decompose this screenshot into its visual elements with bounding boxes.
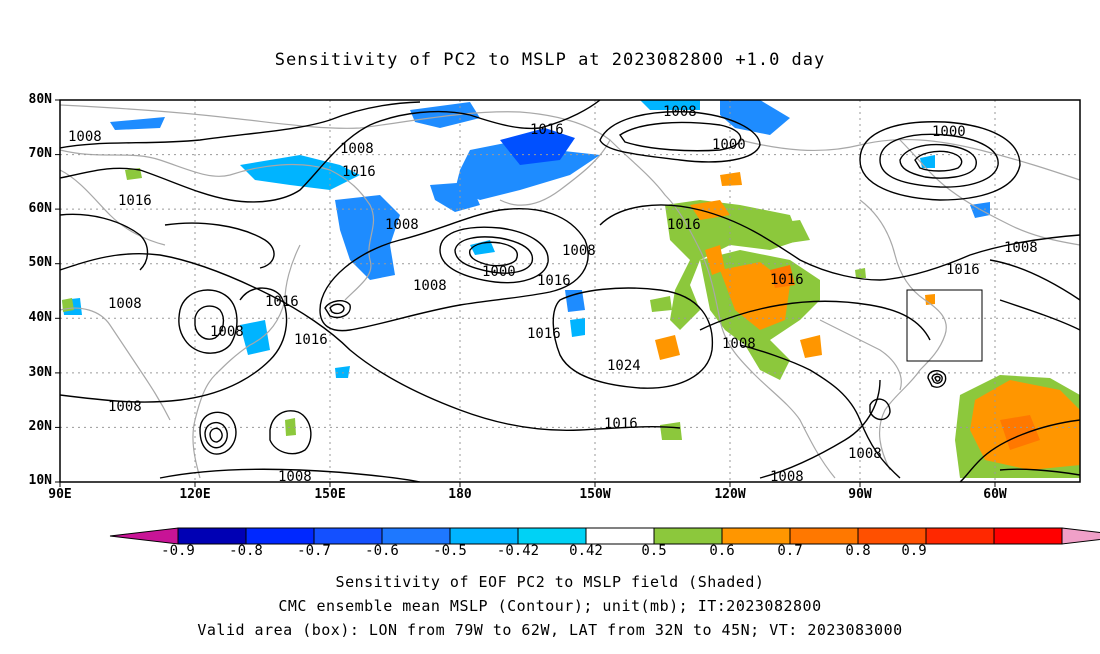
colorbar-segment	[653, 527, 723, 545]
lon-label: 150E	[314, 487, 346, 502]
contour-label: 1008	[770, 469, 804, 485]
colorbar-segment	[993, 527, 1063, 545]
colorbar	[109, 527, 1100, 545]
colorbar-label: -0.5	[433, 543, 467, 559]
lat-label: 70N	[28, 146, 52, 161]
contour-label: 1016	[294, 332, 328, 348]
lon-label: 120E	[179, 487, 211, 502]
colorbar-segment	[585, 527, 655, 545]
contour-label: 1016	[946, 262, 980, 278]
contour-label: 1000	[932, 124, 966, 140]
contour-label: 1008	[722, 336, 756, 352]
contour-label: 1016	[770, 272, 804, 288]
axis-ticks	[55, 99, 996, 487]
colorbar-segment	[177, 527, 247, 545]
colorbar-label: 0.7	[777, 543, 803, 559]
negative-sensitivity-shading	[62, 100, 990, 378]
lon-label: 180	[448, 487, 472, 502]
colorbar-segment	[449, 527, 519, 545]
contour-label: 1000	[482, 264, 516, 280]
contour-label: 1000	[712, 137, 746, 153]
contour-label: 1008	[385, 217, 419, 233]
caption-line-1: Sensitivity of EOF PC2 to MSLP field (Sh…	[335, 573, 765, 591]
lon-label: 150W	[579, 487, 611, 502]
contour-label: 1008	[848, 446, 882, 462]
contour-label: 1008	[210, 324, 244, 340]
contour-label: 1016	[667, 217, 701, 233]
colorbar-label: -0.9	[161, 543, 195, 559]
contour-label: 1016	[265, 294, 299, 310]
colorbar-high-extend	[1061, 527, 1100, 545]
colorbar-segment	[313, 527, 383, 545]
contour-label: 1008	[108, 399, 142, 415]
contour-label: 1008	[278, 469, 312, 485]
colorbar-label: -0.7	[297, 543, 331, 559]
colorbar-label: 0.42	[569, 543, 603, 559]
lat-label: 30N	[28, 365, 52, 380]
contour-label: 1016	[537, 273, 571, 289]
colorbar-segment	[517, 527, 587, 545]
lat-label: 20N	[28, 419, 52, 434]
contour-label: 1008	[663, 104, 697, 120]
lat-label: 50N	[28, 255, 52, 270]
colorbar-low-extend	[109, 527, 179, 545]
contour-label: 1016	[604, 416, 638, 432]
colorbar-segment	[857, 527, 927, 545]
colorbar-segment	[789, 527, 859, 545]
lon-label: 60W	[983, 487, 1007, 502]
colorbar-segment	[925, 527, 995, 545]
valid-area-box	[906, 289, 983, 362]
lat-lon-grid	[60, 100, 1080, 482]
caption-line-2: CMC ensemble mean MSLP (Contour); unit(m…	[278, 597, 822, 615]
lon-label: 90W	[848, 487, 872, 502]
colorbar-label: 0.5	[641, 543, 667, 559]
map-title: Sensitivity of PC2 to MSLP at 2023082800…	[274, 50, 826, 70]
colorbar-label: -0.6	[365, 543, 399, 559]
colorbar-label: 0.6	[709, 543, 735, 559]
colorbar-segment	[721, 527, 791, 545]
colorbar-segment	[381, 527, 451, 545]
lat-label: 40N	[28, 310, 52, 325]
colorbar-segment	[245, 527, 315, 545]
contour-label: 1024	[607, 358, 641, 374]
contour-label: 1016	[342, 164, 376, 180]
lat-label: 10N	[28, 473, 52, 488]
mslp-contours	[60, 100, 1080, 482]
colorbar-label: 0.8	[845, 543, 871, 559]
contour-label: 1008	[108, 296, 142, 312]
colorbar-label: 0.9	[901, 543, 927, 559]
contour-label: 1016	[118, 193, 152, 209]
caption-line-3: Valid area (box): LON from 79W to 62W, L…	[197, 621, 903, 639]
colorbar-label: -0.8	[229, 543, 263, 559]
contour-labels: 1008 1016 1008 1008 1016 1000 1016 1008 …	[68, 104, 1038, 485]
colorbar-label: -0.42	[496, 543, 540, 559]
contour-label: 1008	[68, 129, 102, 145]
lon-label: 90E	[48, 487, 72, 502]
lat-label: 60N	[28, 201, 52, 216]
positive-sensitivity-shading	[62, 168, 1080, 478]
contour-label: 1008	[1004, 240, 1038, 256]
coastlines	[60, 104, 1080, 479]
contour-label: 1008	[340, 141, 374, 157]
contour-label: 1016	[527, 326, 561, 342]
contour-label: 1008	[413, 278, 447, 294]
lat-label: 80N	[28, 92, 52, 107]
plot-frame	[59, 99, 1081, 483]
contour-label: 1016	[530, 122, 564, 138]
contour-label: 1008	[562, 243, 596, 259]
lon-label: 120W	[714, 487, 746, 502]
